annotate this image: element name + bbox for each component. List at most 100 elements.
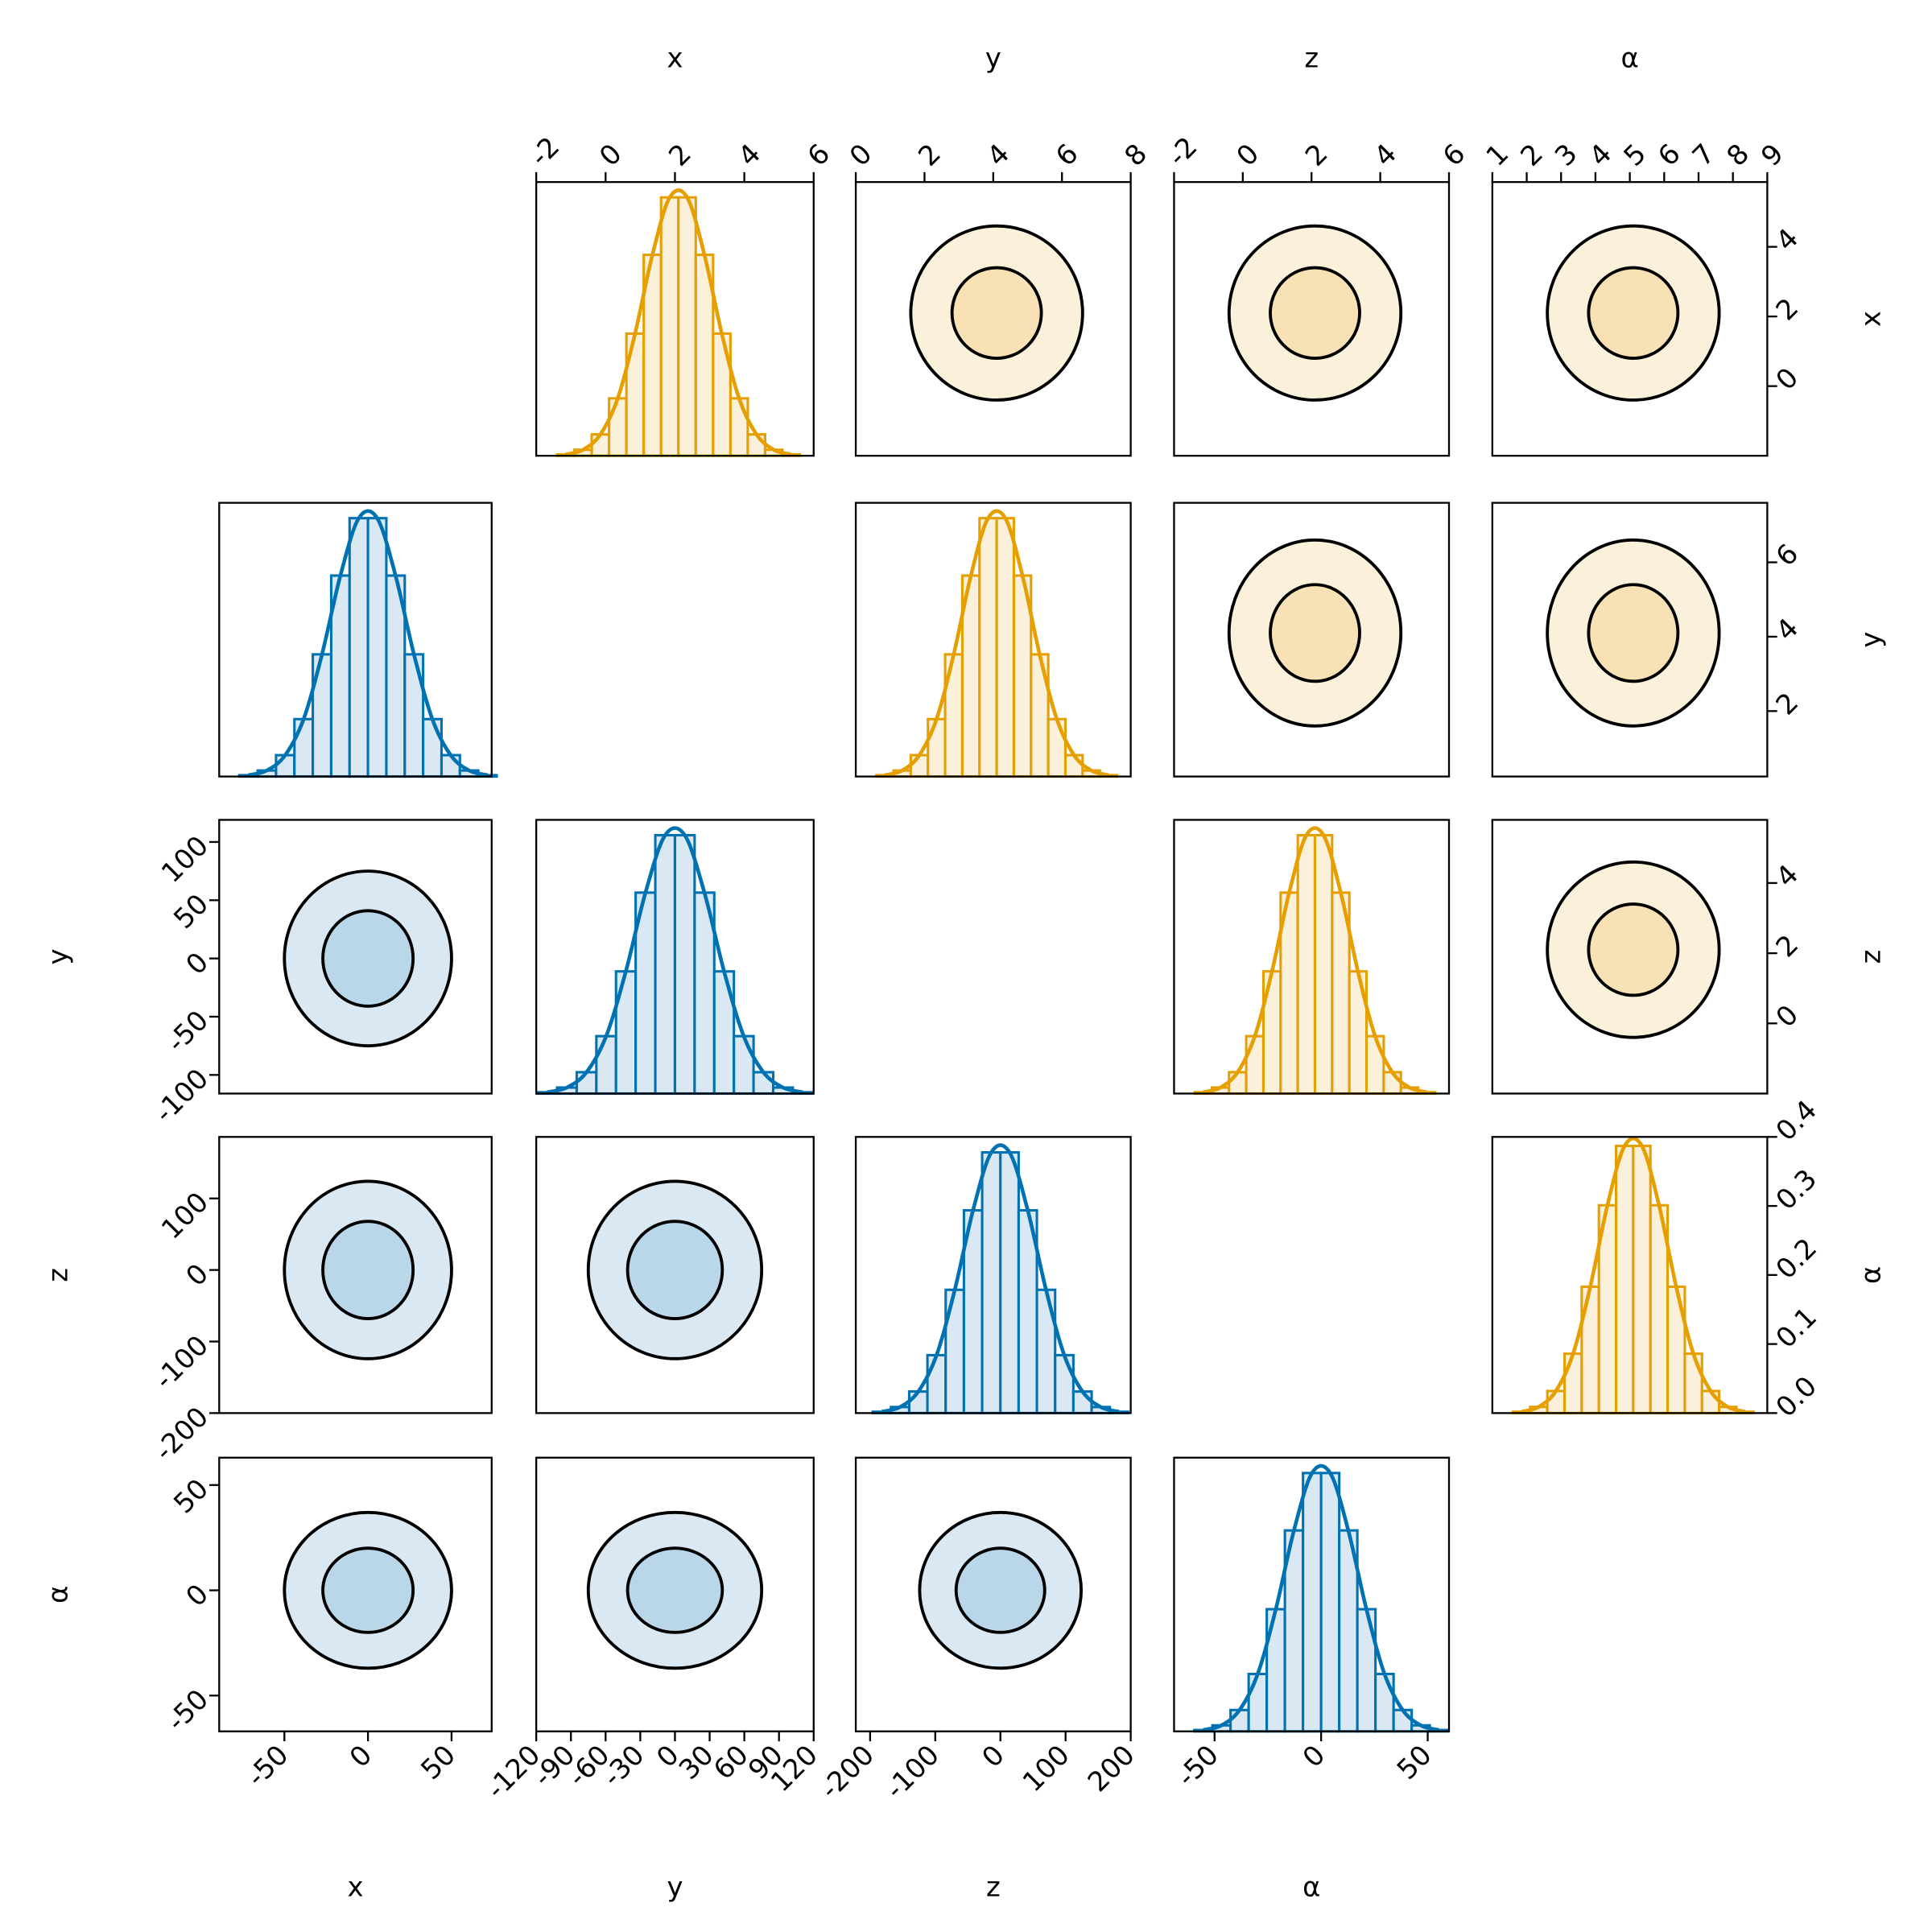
x-tick-label: 0 [344, 1739, 378, 1773]
panel-frame [535, 1136, 815, 1414]
contour-inner [625, 1546, 724, 1634]
contour-inner [321, 1220, 415, 1320]
y-axis-label: α [1856, 1266, 1887, 1284]
x-tick-label: 3 [1549, 138, 1583, 172]
contour-inner [1587, 902, 1680, 997]
hist-bar [1296, 833, 1317, 1096]
contour-inner [321, 909, 415, 1008]
hist-bar [1615, 1144, 1635, 1414]
y-tick-label: 0.0 [1770, 1370, 1823, 1423]
y-axis-label: x [1856, 311, 1887, 327]
contour-inner [625, 1220, 724, 1320]
hist-bar [926, 1353, 947, 1414]
x-tick-label: 0 [1297, 1739, 1331, 1773]
hist-bar [293, 717, 315, 778]
hist-bar [1054, 1353, 1075, 1414]
y-tick-label: 4 [1770, 222, 1805, 257]
hist-bar [1319, 1472, 1341, 1733]
contour-inner [1587, 266, 1680, 360]
contour-inner [950, 266, 1043, 360]
y-tick-label: 4 [1770, 612, 1805, 646]
panel-frame [854, 1456, 1132, 1732]
x-axis-label: y [667, 1872, 683, 1903]
hist-bar [995, 517, 1016, 778]
x-tick-label: -2 [524, 130, 565, 171]
x-tick-label: 4 [1368, 138, 1402, 172]
y-tick-label: 2 [1770, 929, 1805, 964]
y-tick-label: 0.2 [1770, 1232, 1823, 1286]
panel-frame [1173, 502, 1451, 778]
hist-bar [440, 753, 461, 778]
y-tick-label: 2 [1770, 292, 1805, 327]
y-tick-label: 0.3 [1770, 1163, 1823, 1216]
hist-bar [677, 196, 697, 457]
density-curve [1203, 1463, 1440, 1732]
x-tick-label: 8 [1720, 138, 1755, 172]
x-tick-label: 100 [1017, 1739, 1075, 1798]
hist-bar [348, 517, 369, 778]
x-tick-label: -50 [241, 1739, 295, 1793]
x-tick-label: 8 [1118, 138, 1153, 172]
y-tick-label: 0 [1770, 361, 1805, 396]
density-curve [547, 826, 803, 1095]
x-tick-label: 200 [1082, 1739, 1141, 1798]
x-tick-label: 4 [732, 138, 766, 172]
y-tick-label: 0.4 [1770, 1094, 1823, 1147]
panel-frame [218, 502, 493, 778]
hist-bar [1229, 1708, 1250, 1733]
hist-bar [1700, 1389, 1721, 1414]
x-tick-label: 2 [1514, 138, 1549, 172]
x-tick-label: -2 [1162, 130, 1203, 171]
hist-bar [275, 753, 296, 778]
panel-frame [854, 502, 1132, 778]
panel-frame [854, 1136, 1132, 1414]
panel-frame [1173, 1456, 1451, 1732]
density-curve [1203, 826, 1427, 1095]
y-tick-label: 100 [155, 1187, 214, 1245]
hist-bar [1392, 1708, 1414, 1733]
x-tick-label: -200 [814, 1739, 880, 1805]
x-tick-label: 6 [1652, 138, 1686, 172]
y-axis-label: y [1856, 632, 1887, 648]
panel-frame [218, 1456, 493, 1732]
y-tick-label: -200 [148, 1401, 214, 1467]
x-tick-label: 0 [1231, 138, 1265, 172]
x-tick-label: 7 [1686, 138, 1721, 172]
x-tick-label: 5 [1617, 138, 1652, 172]
panel-frame [218, 1136, 493, 1414]
density-curve [1521, 1136, 1746, 1414]
x-tick-label: 0 [976, 1739, 1010, 1773]
hist-bar [1632, 1144, 1652, 1414]
y-axis-label: z [42, 1268, 73, 1282]
x-tick-label: 1 [1480, 138, 1515, 172]
hist-bar [729, 397, 749, 457]
x-axis-label: y [985, 42, 1001, 73]
x-tick-label: 4 [981, 138, 1016, 172]
x-tick-label: 4 [1583, 138, 1618, 172]
hist-bar [1245, 1034, 1265, 1096]
y-tick-label: -50 [161, 1005, 215, 1059]
panel-frame [218, 819, 493, 1095]
y-tick-label: 0 [1770, 999, 1805, 1034]
hist-bar [659, 196, 680, 457]
y-tick-label: -100 [148, 1329, 214, 1395]
hist-bar [608, 397, 628, 457]
x-tick-label: -30 [597, 1739, 650, 1793]
x-tick-label: 0 [844, 138, 878, 172]
x-tick-label: 9 [1755, 138, 1790, 172]
hist-bar [366, 517, 388, 778]
y-tick-label: 0 [180, 1578, 214, 1612]
contour-inner [1269, 583, 1361, 683]
hist-bar [733, 1034, 755, 1096]
hist-bar [1046, 717, 1067, 778]
hist-bar [1302, 1472, 1323, 1733]
x-tick-label: -100 [879, 1739, 945, 1805]
contour-inner [954, 1546, 1046, 1634]
y-tick-label: 0 [180, 946, 214, 980]
y-tick-label: 4 [1770, 858, 1805, 893]
x-tick-label: 6 [1050, 138, 1084, 172]
density-curve [881, 1143, 1120, 1414]
hist-bar [595, 1034, 617, 1096]
